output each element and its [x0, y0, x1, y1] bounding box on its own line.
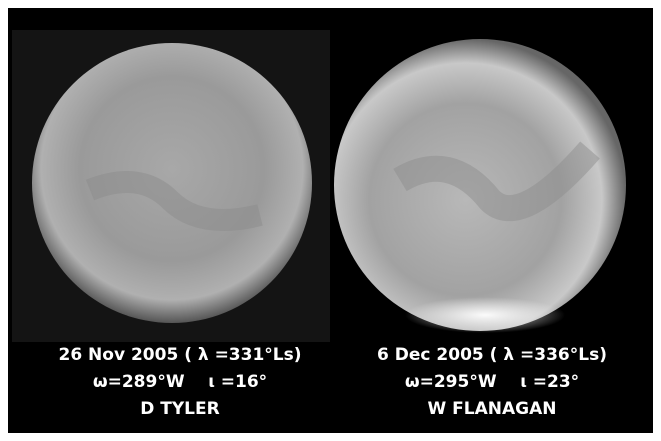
- date: 26 Nov 2005 ( λ =331°Ls): [58, 345, 301, 365]
- geometry: ω=295°W ι =23°: [405, 372, 579, 392]
- observer: D TYLER: [140, 399, 219, 419]
- page: 26 Nov 2005 ( λ =331°Ls) ω=289°W ι =16° …: [0, 0, 661, 441]
- mars-disc: [32, 43, 312, 323]
- polar-cap: [405, 297, 565, 333]
- observer: W FLANAGAN: [428, 399, 557, 419]
- image: 26 Nov 2005 ( λ =331°Ls) ω=289°W ι =16° …: [0, 0, 661, 441]
- date: 6 Dec 2005 ( λ =336°Ls): [377, 345, 607, 365]
- geometry: ω=289°W ι =16°: [93, 372, 267, 392]
